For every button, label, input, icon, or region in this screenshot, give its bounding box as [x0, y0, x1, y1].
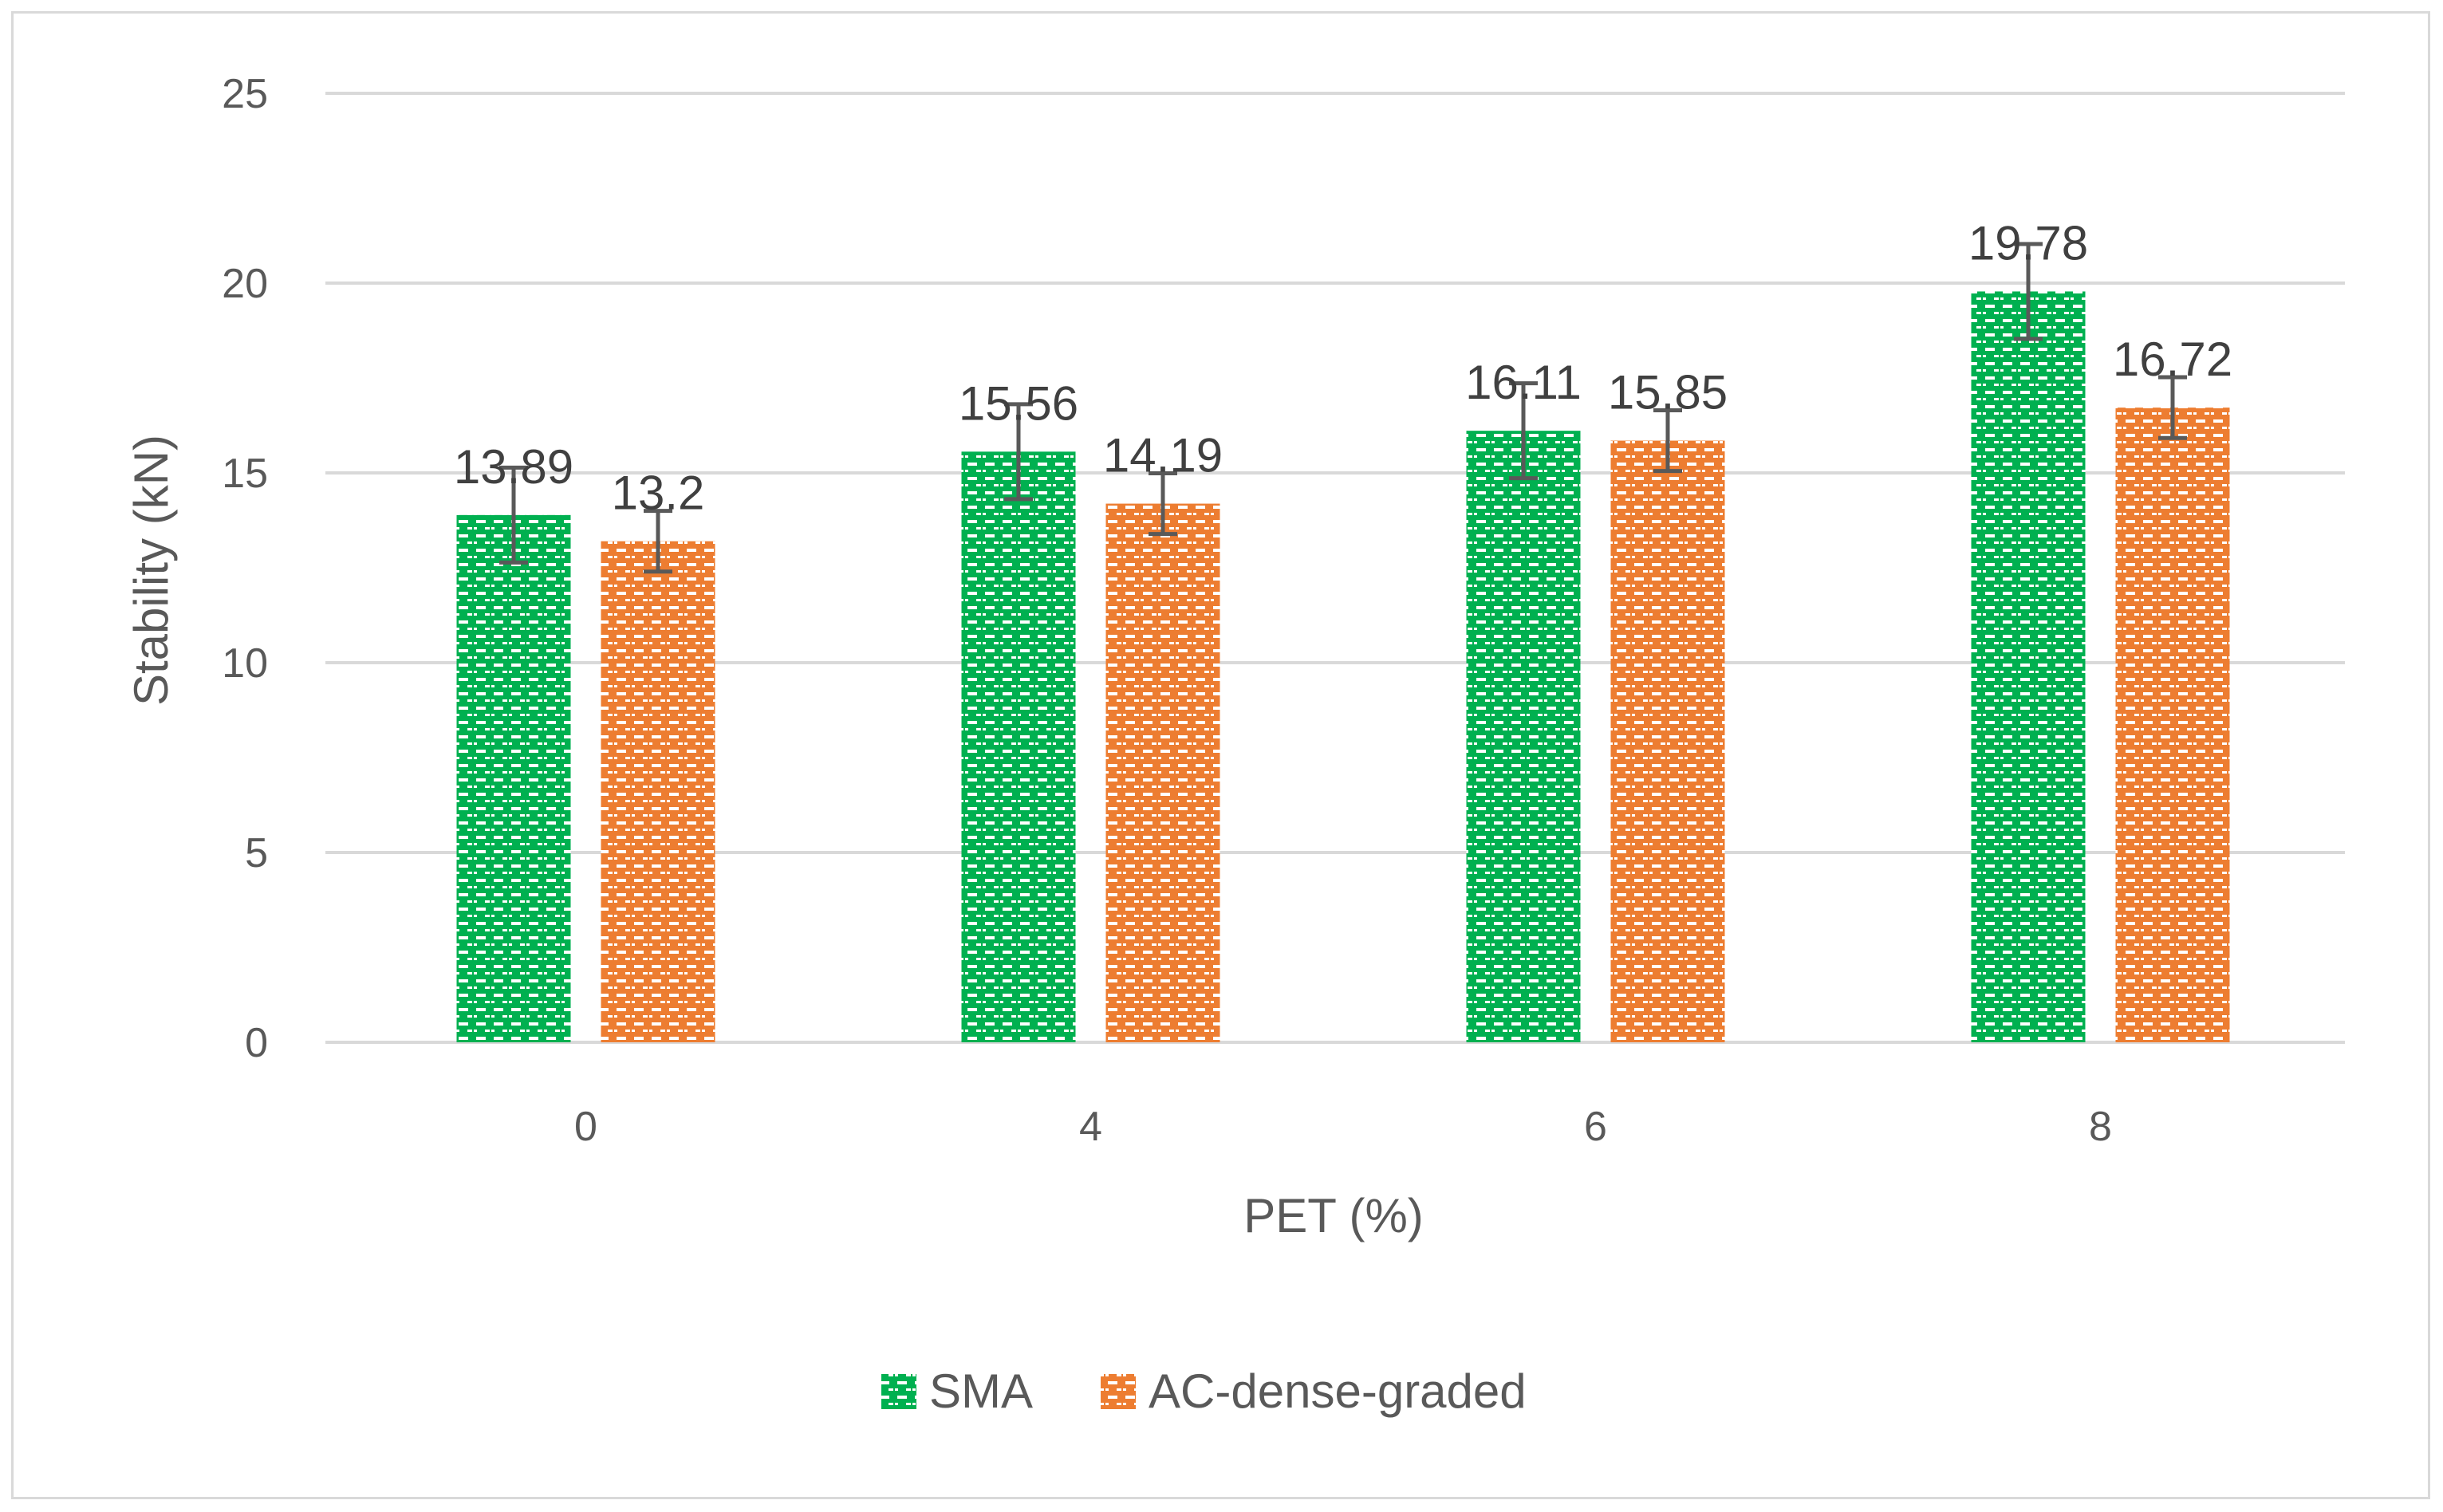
- y-tick-label: 0: [245, 1020, 268, 1066]
- bar-sma-8: [1971, 291, 2086, 1042]
- x-tick-label: 4: [1079, 1104, 1102, 1150]
- x-axis-title: PET (%): [1243, 1189, 1424, 1242]
- y-tick-label: 15: [222, 451, 268, 497]
- bar-ac-dense-graded-0: [601, 541, 715, 1042]
- data-label: 15.85: [1608, 366, 1728, 419]
- data-label: 14.19: [1103, 429, 1223, 482]
- y-axis-title: Stability (kN): [124, 435, 178, 706]
- legend-swatch: [881, 1374, 916, 1409]
- bar-sma-0: [456, 514, 571, 1042]
- y-tick-label: 25: [222, 71, 268, 117]
- y-tick-label: 5: [245, 830, 268, 876]
- error-bar: [1509, 381, 1538, 481]
- data-label: 13.89: [454, 440, 573, 494]
- error-bar: [2158, 375, 2187, 440]
- data-label: 19.78: [1968, 216, 2088, 270]
- data-label: 16.72: [2113, 333, 2232, 386]
- error-bar: [1004, 402, 1033, 502]
- bar-ac-dense-graded-4: [1105, 503, 1220, 1042]
- legend-item-sma: SMA: [881, 1364, 1033, 1418]
- bars: [456, 291, 2230, 1042]
- error-bar: [2014, 242, 2043, 341]
- bar-sma-4: [961, 451, 1076, 1042]
- y-tick-label: 10: [222, 640, 268, 687]
- x-tick-label: 6: [1584, 1104, 1607, 1150]
- bar-ac-dense-graded-6: [1610, 440, 1725, 1042]
- error-bars: [499, 242, 2187, 574]
- x-axis-ticks: 0 4 6 8: [574, 1104, 2112, 1150]
- data-labels: 13.89 13.2 15.56 14.19 16.11 15.85 19.78 16.72: [454, 216, 2232, 519]
- error-bar: [499, 465, 528, 565]
- error-bar: [644, 509, 672, 574]
- x-tick-label: 8: [2089, 1104, 2112, 1150]
- legend-label: SMA: [929, 1364, 1033, 1418]
- legend-label: AC-dense-graded: [1149, 1364, 1527, 1418]
- legend-swatch: [1101, 1374, 1137, 1409]
- y-tick-label: 20: [222, 261, 268, 307]
- data-label: 16.11: [1465, 356, 1582, 409]
- data-label: 13.2: [612, 467, 705, 520]
- y-axis-ticks: 0 5 10 15 20 25: [222, 71, 268, 1066]
- error-bar: [1653, 408, 1682, 474]
- bar-sma-6: [1466, 431, 1581, 1042]
- data-label: 15.56: [959, 376, 1078, 430]
- bar-ac-dense-graded-8: [2115, 408, 2230, 1042]
- error-bar: [1149, 471, 1177, 537]
- x-tick-label: 0: [574, 1104, 597, 1150]
- legend-item-ac-dense-graded: AC-dense-graded: [1101, 1364, 1527, 1418]
- legend: SMA AC-dense-graded: [881, 1364, 1527, 1418]
